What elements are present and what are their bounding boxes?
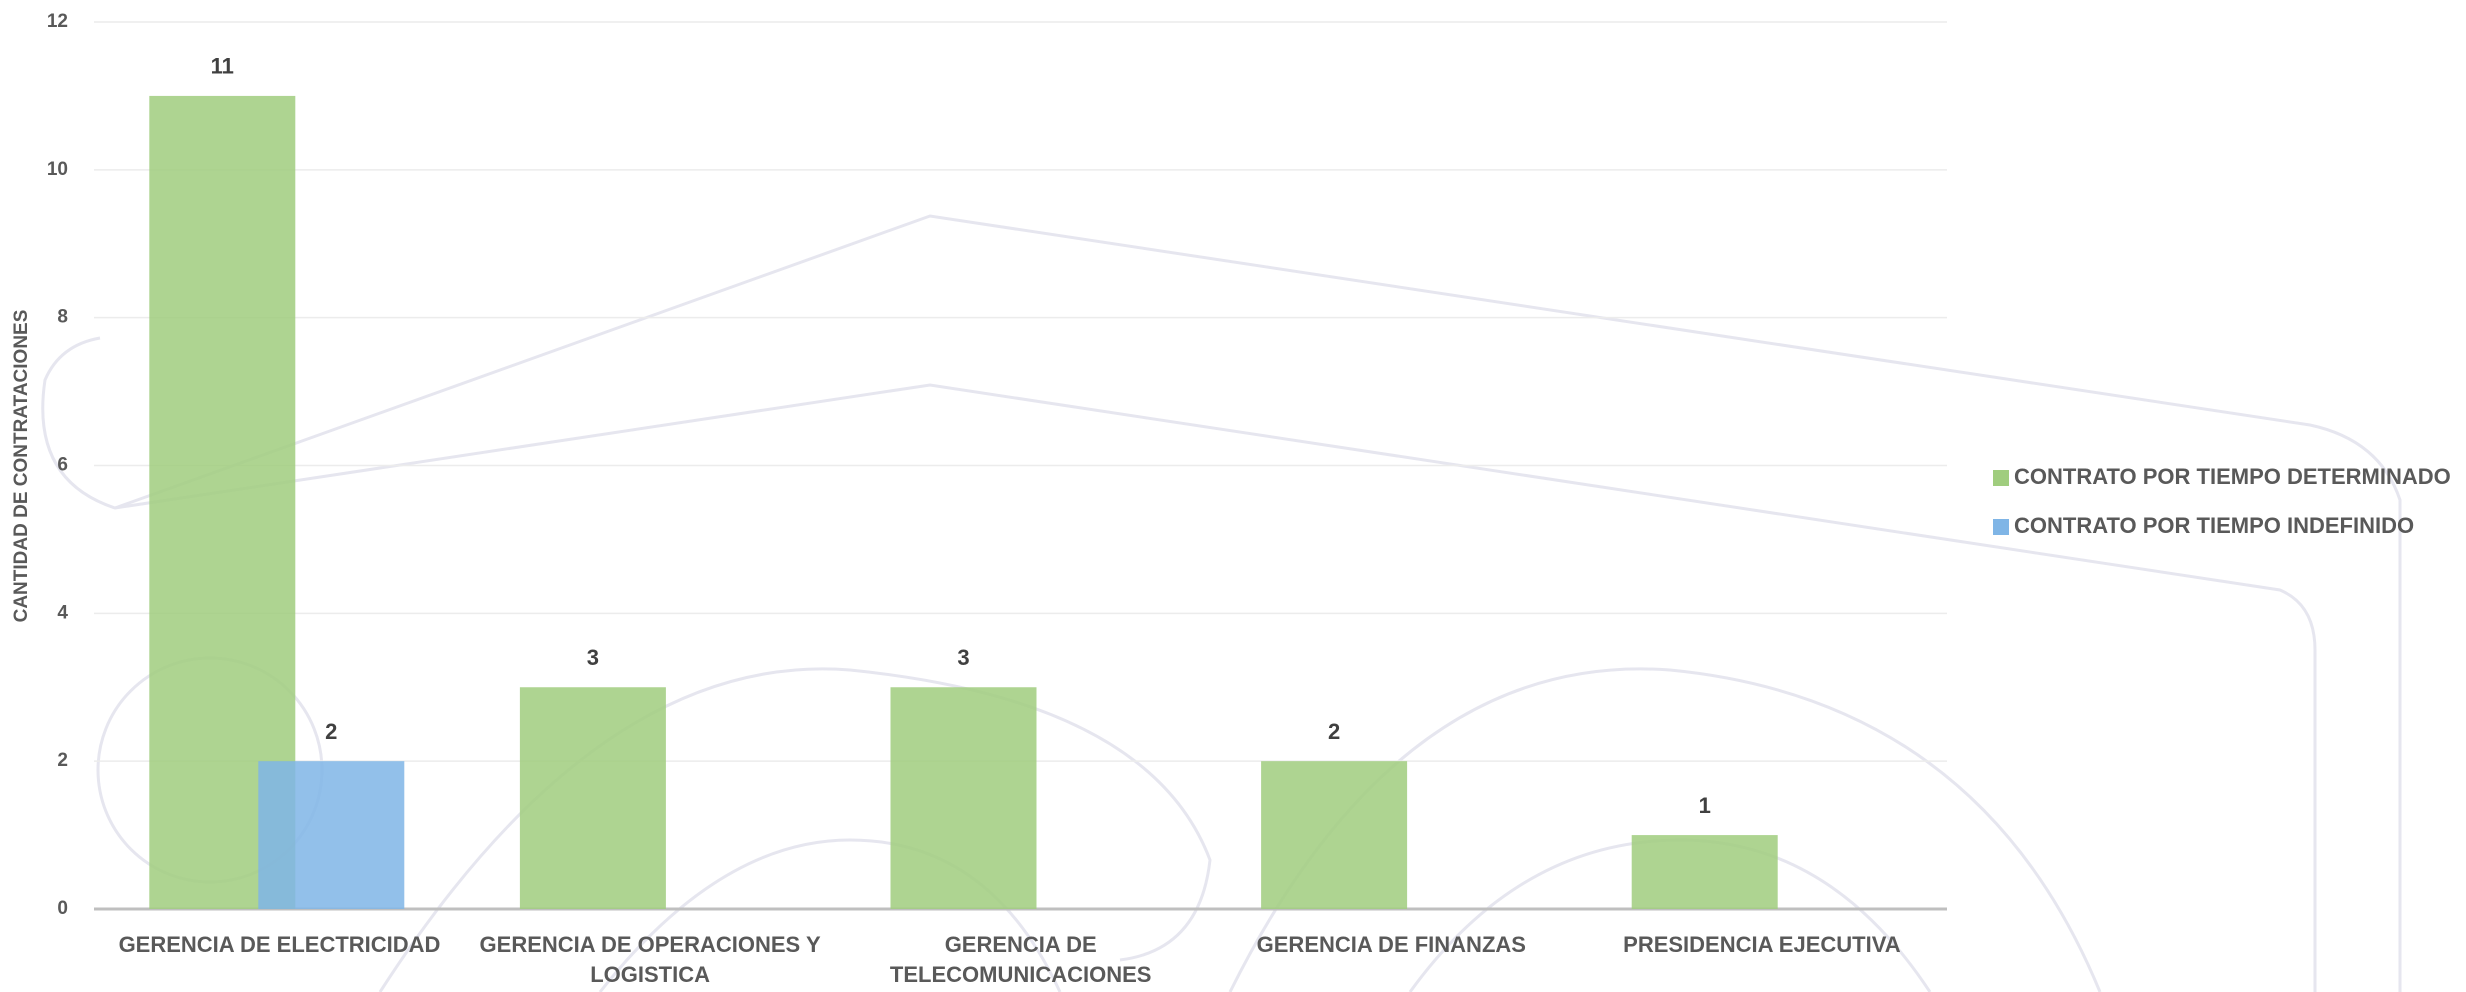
data-label: 2 [325, 719, 337, 744]
legend-label: CONTRATO POR TIEMPO INDEFINIDO [2014, 513, 2414, 538]
y-tick-label: 4 [57, 602, 68, 623]
data-label: 3 [587, 645, 599, 670]
data-label: 3 [957, 645, 969, 670]
data-label: 2 [1328, 719, 1340, 744]
x-tick-label: GERENCIA DE ELECTRICIDAD [118, 932, 441, 957]
x-tick-label: GERENCIA DE OPERACIONES Y LOGISTICA [479, 932, 821, 987]
y-tick-label: 10 [47, 159, 68, 180]
y-tick-label: 8 [57, 307, 68, 328]
bar [258, 761, 405, 909]
data-label: 11 [211, 54, 234, 79]
data-label: 1 [1699, 793, 1711, 818]
x-tick-label: GERENCIA DE TELECOMUNICACIONES [889, 932, 1152, 987]
legend-swatch [1993, 519, 2009, 535]
y-tick-label: 0 [57, 898, 68, 919]
legend-swatch [1993, 470, 2009, 486]
y-tick-label: 6 [57, 455, 68, 476]
bar [1261, 761, 1408, 909]
bar [519, 687, 666, 909]
y-tick-label: 2 [57, 750, 68, 771]
legend-label: CONTRATO POR TIEMPO DETERMINADO [2014, 464, 2451, 489]
x-tick-label: PRESIDENCIA EJECUTIVA [1623, 932, 1901, 957]
y-axis-title: CANTIDAD DE CONTRATACIONES [11, 310, 32, 623]
y-tick-label: 12 [47, 11, 68, 32]
bar [1631, 835, 1778, 909]
bar [890, 687, 1037, 909]
x-tick-label: GERENCIA DE FINANZAS [1256, 932, 1526, 957]
